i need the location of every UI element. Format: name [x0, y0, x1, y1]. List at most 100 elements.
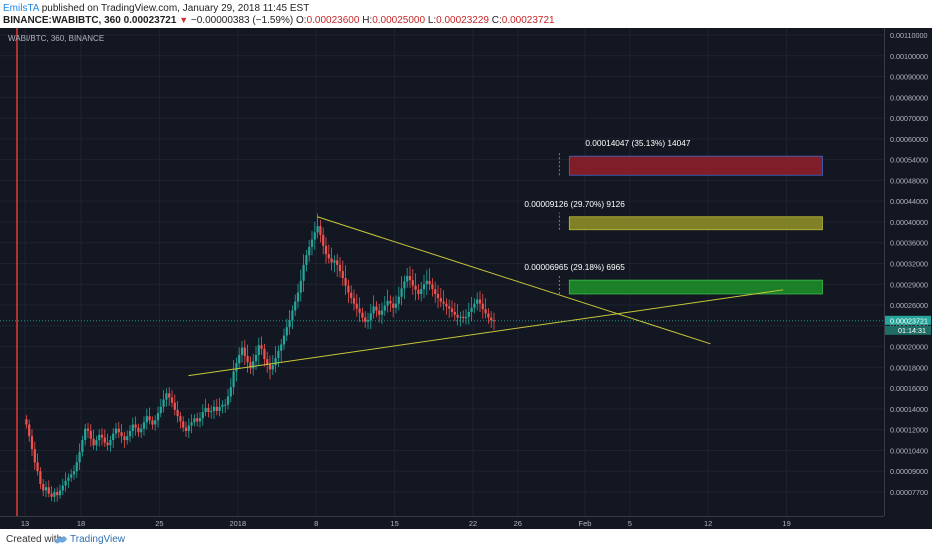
candle-down: [39, 471, 42, 485]
candle-down: [338, 264, 342, 272]
author-link[interactable]: EmilsTA: [3, 3, 39, 14]
price-tick-label: 0.00080000: [890, 93, 928, 102]
candle-down: [355, 303, 358, 309]
candle-up: [302, 264, 305, 281]
last-price-tag: [885, 315, 931, 325]
candle-up: [238, 354, 241, 364]
symbol-label: WABI/BTC, 360, BINANCE: [8, 34, 105, 43]
candle-up: [257, 345, 260, 355]
candle-up: [67, 477, 70, 481]
time-tick-label: 26: [514, 519, 522, 528]
candle-up: [467, 311, 470, 317]
candle-up: [190, 422, 193, 426]
candle-down: [490, 317, 493, 321]
price-tick-label: 0.00044000: [890, 197, 928, 206]
candle-down: [123, 436, 126, 441]
high-label: H:: [362, 15, 373, 26]
candle-up: [397, 296, 400, 304]
candle-up: [159, 406, 162, 414]
tradingview-brand[interactable]: TradingView: [70, 534, 126, 545]
candle-up: [75, 462, 78, 472]
candle-up: [476, 299, 479, 304]
price-change: −0.00000383 (−1.59%): [190, 15, 294, 26]
price-tick-label: 0.00036000: [890, 239, 928, 248]
time-tick-label: 13: [21, 519, 29, 528]
candle-down: [268, 364, 272, 370]
candle-down: [168, 393, 171, 398]
candle-up: [459, 316, 462, 318]
candle-down: [352, 298, 356, 304]
candle-up: [53, 492, 56, 497]
candle-down: [47, 487, 50, 494]
candle-down: [336, 260, 339, 265]
candle-up: [291, 310, 294, 321]
price-tick-label: 0.00040000: [890, 218, 928, 227]
candle-up: [193, 418, 196, 423]
time-tick-label: 8: [314, 519, 318, 528]
countdown-tag-text: 01:14:31: [898, 326, 926, 335]
candle-down: [361, 312, 364, 318]
countdown-tag: [885, 325, 931, 335]
candle-down: [439, 298, 442, 302]
time-tick-label: Feb: [579, 519, 592, 528]
candle-up: [240, 347, 244, 355]
candle-down: [106, 442, 109, 446]
chart-header: EmilsTA published on TradingView.com, Ja…: [0, 0, 932, 28]
candle-up: [386, 300, 389, 306]
candle-up: [187, 425, 190, 431]
target-2-label: 0.00009126 (29.70%) 9126: [524, 199, 625, 209]
candle-down: [117, 428, 120, 433]
candle-down: [448, 306, 451, 309]
candle-down: [173, 402, 176, 410]
time-tick-label: 22: [469, 519, 477, 528]
ohlc-line: BINANCE:WABIBTC, 360 0.00023721 ▼ −0.000…: [3, 15, 555, 26]
candle-up: [128, 430, 132, 437]
candle-down: [176, 409, 179, 417]
candle-down: [249, 362, 252, 369]
chart-area[interactable]: 0.00006965 (29.18%) 6965 0.00009126 (29.7…: [0, 28, 932, 529]
candle-up: [198, 418, 202, 422]
candle-down: [243, 347, 246, 356]
candle-up: [131, 424, 134, 431]
candle-up: [58, 490, 62, 496]
candle-up: [229, 387, 232, 397]
candle-up: [274, 358, 277, 366]
candle-down: [478, 299, 482, 304]
last-price: 0.00023721: [123, 15, 177, 26]
candle-down: [450, 308, 454, 312]
candle-up: [201, 412, 204, 419]
candle-up: [221, 404, 224, 407]
candle-down: [36, 462, 39, 472]
candle-down: [453, 311, 456, 315]
candle-up: [162, 399, 165, 407]
price-tick-label: 0.00009000: [890, 467, 928, 476]
time-tick-label: 12: [704, 519, 712, 528]
candle-down: [462, 316, 465, 319]
candle-down: [151, 420, 154, 425]
candle-down: [148, 416, 151, 421]
candle-up: [383, 305, 386, 311]
candle-up: [165, 393, 168, 400]
candle-down: [445, 303, 448, 307]
candle-up: [78, 451, 81, 463]
candle-down: [442, 301, 445, 304]
tradingview-logo-icon: [55, 536, 67, 544]
candle-up: [280, 344, 283, 351]
candle-up: [235, 363, 238, 372]
price-tick-label: 0.00016000: [890, 384, 928, 393]
time-tick-label: 5: [628, 519, 632, 528]
candle-up: [271, 365, 274, 370]
candle-down: [103, 437, 106, 443]
candle-up: [218, 406, 221, 411]
price-tick-label: 0.00007700: [890, 488, 928, 497]
candle-down: [364, 317, 367, 322]
candle-up: [282, 335, 286, 345]
low-value: 0.00023229: [436, 15, 489, 26]
candle-up: [156, 413, 160, 421]
candle-up: [72, 471, 76, 475]
price-tick-label: 0.00110000: [890, 31, 927, 40]
price-tick-label: 0.00018000: [890, 363, 928, 372]
price-chart[interactable]: 0.00006965 (29.18%) 6965 0.00009126 (29.7…: [0, 28, 932, 529]
candle-up: [406, 275, 409, 282]
candle-up: [277, 350, 280, 359]
